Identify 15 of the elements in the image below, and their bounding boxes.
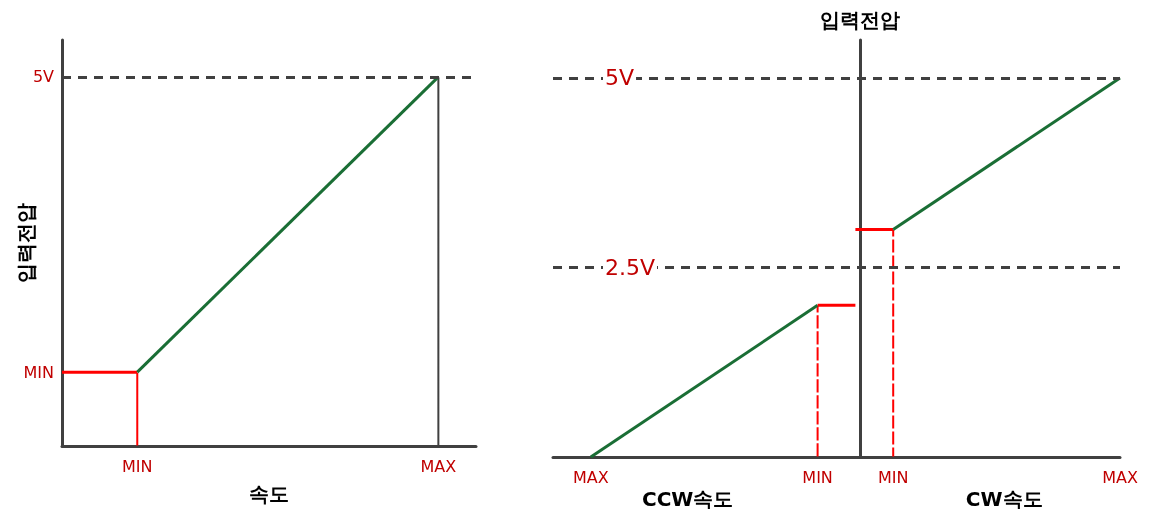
x-tick-label: MIN xyxy=(877,467,909,487)
x-tick-label: MIN xyxy=(802,467,833,487)
x-tick-label: MAX xyxy=(1102,467,1138,487)
x-axis-title: 속도 xyxy=(249,482,289,506)
ref-line-label: 5V xyxy=(32,67,55,87)
y-axis-title: 입력전압 xyxy=(14,203,38,283)
ref-line-label: 5V xyxy=(605,65,635,91)
x-tick-label: MIN xyxy=(122,456,153,476)
x-tick-label: MAX xyxy=(420,456,457,476)
y-axis-title: 입력전압 xyxy=(820,8,901,32)
text: CCW속도 xyxy=(641,487,734,509)
x-axis-title: CW속도 xyxy=(965,487,1043,509)
ref-line-label: 2.5V xyxy=(605,254,656,280)
text: MIN xyxy=(23,362,54,382)
x-tick-label: MAX xyxy=(572,467,609,487)
